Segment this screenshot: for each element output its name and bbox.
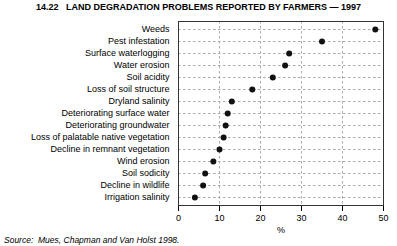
svg-text:10: 10 (214, 213, 224, 223)
svg-text:Weeds: Weeds (142, 24, 170, 34)
html-text:Source: Mues, Chapman and Van: Source: Mues, Chapman and Van Holst 1998… (4, 235, 180, 245)
svg-text:0: 0 (176, 213, 181, 223)
svg-text:50: 50 (378, 213, 388, 223)
svg-text:Soil sodicity: Soil sodicity (122, 168, 170, 178)
svg-text:Decline in remnant vegetation: Decline in remnant vegetation (50, 144, 169, 154)
svg-text:30: 30 (296, 213, 306, 223)
svg-text:Irrigation salinity: Irrigation salinity (104, 192, 170, 202)
svg-text:Water erosion: Water erosion (114, 60, 170, 70)
svg-text:Soil acidity: Soil acidity (126, 72, 170, 82)
svg-text:Wind erosion: Wind erosion (117, 156, 170, 166)
svg-text:40: 40 (337, 213, 347, 223)
svg-text:Loss of soil structure: Loss of soil structure (87, 84, 170, 94)
svg-text:Loss of palatable native veget: Loss of palatable native vegetation (31, 132, 170, 142)
svg-text:%: % (277, 225, 285, 235)
svg-text:Deteriorating surface water: Deteriorating surface water (61, 108, 169, 118)
svg-text:Pest infestation: Pest infestation (108, 36, 170, 46)
svg-text:Deteriorating groundwater: Deteriorating groundwater (65, 120, 169, 130)
svg-text:Surface waterlogging: Surface waterlogging (85, 48, 170, 58)
svg-text:Decline in wildlife: Decline in wildlife (100, 180, 169, 190)
html-text:14.22 LAND DEGRADATION PROBLEM: 14.22 LAND DEGRADATION PROBLEMS REPORTED… (35, 2, 362, 12)
svg-text:Dryland salinity: Dryland salinity (108, 96, 170, 106)
svg-text:20: 20 (255, 213, 265, 223)
